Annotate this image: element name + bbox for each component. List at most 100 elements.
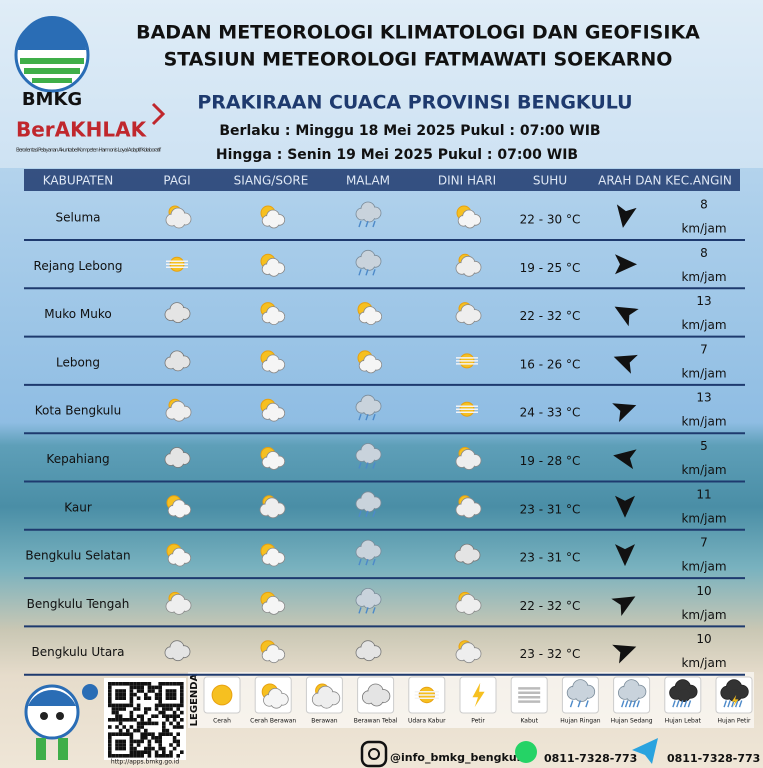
qr-cell: [108, 736, 112, 740]
qr-cell: [162, 707, 166, 711]
cloud-fill: [363, 403, 375, 415]
rain: [569, 700, 574, 708]
wind-unit: km/jam: [681, 608, 726, 622]
qr-cell: [129, 736, 134, 740]
qr-cell: [144, 710, 148, 715]
weather-icon: [355, 539, 382, 566]
qr-cell: [169, 696, 173, 700]
qr-cell: [169, 754, 173, 758]
qr-cell: [169, 732, 173, 736]
qr-cell: [140, 689, 144, 693]
rain: [365, 607, 369, 614]
cloud-fill: [575, 689, 588, 701]
qr-cell: [172, 689, 177, 693]
qr-cell: [144, 721, 148, 726]
qr-cell: [151, 736, 155, 740]
qr-cell: [169, 689, 173, 693]
rain: [636, 700, 640, 708]
cloud-fill: [269, 314, 279, 324]
qr-cell: [144, 682, 148, 686]
temperature: 22 - 32 °C: [520, 599, 581, 613]
qr-cell: [151, 714, 155, 718]
qr-cell: [136, 725, 141, 729]
rain: [723, 700, 727, 708]
qr-cell: [108, 689, 112, 693]
weather-icon: [361, 683, 391, 707]
qr-cell: [151, 732, 155, 736]
cloud-fill: [678, 689, 690, 701]
qr-cell: [176, 743, 180, 747]
qr-cell: [129, 718, 134, 722]
temperature: 23 - 32 °C: [520, 647, 581, 661]
qr-cell: [176, 725, 180, 729]
cloud-fill: [269, 459, 279, 469]
qr-cell: [154, 750, 159, 754]
qr-cell: [118, 692, 123, 697]
qr-cell: [136, 721, 141, 726]
cloud-fill: [173, 216, 185, 228]
qr-code: [108, 682, 184, 758]
qr-cell: [172, 746, 177, 751]
qr-cell: [158, 689, 162, 693]
qr-cell: [122, 746, 126, 751]
weather-icon: [311, 683, 341, 709]
whatsapp-icon: [515, 741, 537, 763]
qr-cell: [136, 743, 141, 747]
qr-cell: [140, 718, 144, 722]
qr-cell: [162, 703, 166, 708]
qr-cell: [140, 682, 144, 686]
qr-cell: [122, 696, 126, 700]
cloud-fill: [269, 604, 279, 614]
qr-cell: [169, 721, 173, 726]
qr-cell: [172, 714, 177, 718]
weather-icon: [355, 491, 382, 518]
qr-cell: [129, 689, 134, 693]
cloud-fill: [463, 651, 475, 662]
qr-cell: [108, 696, 112, 700]
column-header: PAGI: [163, 174, 190, 188]
qr-cell: [162, 725, 166, 729]
cloud-fill: [172, 311, 184, 322]
wind-speed: 13: [696, 391, 711, 405]
qr-cell: [172, 725, 177, 729]
legend-label: Hujan Lebat: [665, 718, 702, 725]
qr-cell: [115, 710, 119, 715]
qr-cell: [144, 736, 148, 740]
wind-unit: km/jam: [681, 511, 726, 525]
title-2: STASIUN METEOROLOGI FATMAWATI SOEKARNO: [164, 49, 673, 71]
weather-icon: [456, 401, 478, 417]
weather-icon: [260, 350, 286, 374]
wind-arrow: [613, 354, 638, 374]
cloud-fill: [269, 555, 279, 566]
qr-cell: [154, 707, 159, 711]
rain: [372, 220, 376, 228]
weather-icon: [260, 447, 286, 470]
rain: [624, 700, 629, 708]
qr-cell: [147, 732, 152, 736]
valid-from: Berlaku : Minggu 18 Mei 2025 Pukul : 07:…: [219, 123, 600, 139]
qr-cell: [158, 703, 162, 708]
qr-cell: [144, 707, 148, 711]
qr-cell: [140, 732, 144, 736]
regency: Kota Bengkulu: [35, 404, 121, 418]
wind-speed: 7: [700, 342, 708, 356]
qr-cell: [169, 682, 173, 686]
weather-icon: [260, 302, 286, 326]
qr-cell: [136, 714, 141, 718]
column-header: SUHU: [533, 174, 567, 188]
qr-cell: [136, 750, 141, 754]
qr-cell: [122, 703, 126, 708]
qr-cell: [118, 728, 123, 733]
regency: Kepahiang: [46, 452, 109, 466]
wind-speed: 7: [700, 536, 708, 550]
rain: [365, 510, 369, 518]
whatsapp: 0811-7328-773: [544, 752, 637, 765]
qr-cell: [118, 746, 123, 751]
qr-cell: [158, 746, 162, 751]
cloud-fill: [463, 603, 475, 614]
qr-cell: [126, 682, 130, 686]
qr-cell: [154, 703, 159, 708]
weather-icon: [164, 350, 191, 372]
legend-box: [510, 676, 548, 714]
